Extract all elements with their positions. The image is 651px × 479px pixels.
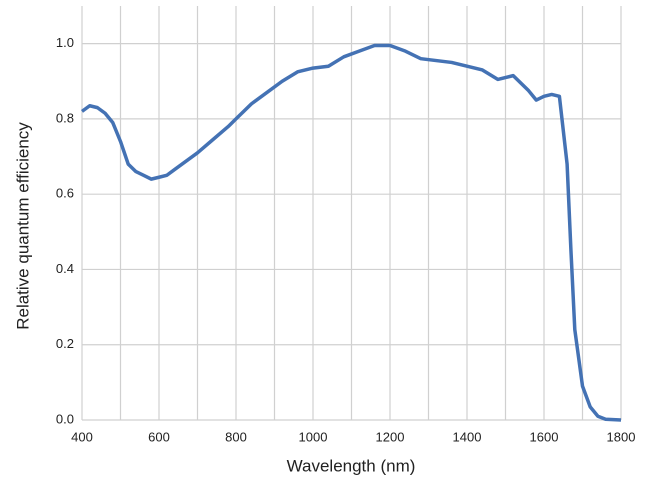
x-axis-title: Wavelength (nm)	[287, 456, 416, 475]
y-tick-label: 0.4	[56, 261, 74, 276]
y-tick-label: 0.6	[56, 186, 74, 201]
y-tick-label: 0.2	[56, 336, 74, 351]
y-axis-title: Relative quantum efficiency	[13, 122, 32, 330]
x-tick-label: 600	[148, 429, 170, 444]
x-tick-label: 1800	[607, 429, 636, 444]
x-tick-label: 800	[225, 429, 247, 444]
x-tick-label: 1200	[376, 429, 405, 444]
x-tick-label: 1000	[299, 429, 328, 444]
x-tick-label: 400	[71, 429, 93, 444]
x-tick-label: 1400	[453, 429, 482, 444]
y-tick-label: 1.0	[56, 35, 74, 50]
data-line	[80, 43, 622, 422]
y-tick-label: 0.0	[56, 411, 74, 426]
y-tick-label: 0.8	[56, 110, 74, 125]
x-tick-label: 1600	[530, 429, 559, 444]
